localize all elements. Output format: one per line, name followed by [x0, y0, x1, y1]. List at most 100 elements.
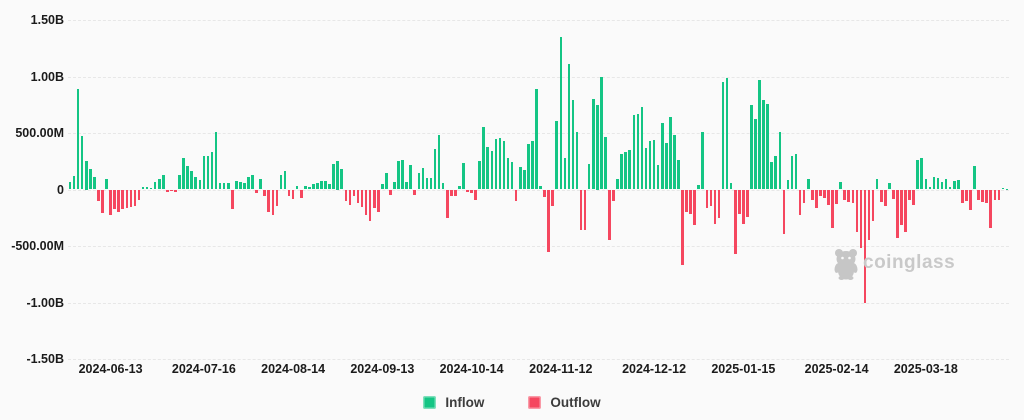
inflow-bar[interactable] [502, 141, 506, 190]
inflow-bar[interactable] [243, 182, 246, 190]
inflow-bar[interactable] [89, 169, 92, 190]
inflow-bar[interactable] [527, 143, 530, 190]
outflow-bar[interactable] [685, 189, 688, 212]
inflow-bar[interactable] [567, 64, 571, 190]
inflow-bar[interactable] [948, 186, 952, 190]
inflow-bar[interactable] [202, 155, 206, 190]
inflow-bar[interactable] [433, 149, 437, 190]
inflow-bar[interactable] [295, 186, 299, 190]
outflow-bar[interactable] [97, 189, 100, 201]
inflow-bar[interactable] [222, 183, 226, 190]
outflow-bar[interactable] [125, 189, 129, 209]
outflow-bar[interactable] [612, 189, 615, 201]
inflow-bar[interactable] [778, 132, 782, 190]
inflow-bar[interactable] [145, 187, 149, 190]
outflow-bar[interactable] [137, 189, 141, 201]
outflow-bar[interactable] [883, 189, 887, 207]
outflow-bar[interactable] [117, 189, 120, 212]
outflow-bar[interactable] [912, 189, 915, 205]
inflow-bar[interactable] [1005, 188, 1009, 190]
inflow-bar[interactable] [640, 106, 644, 190]
inflow-bar[interactable] [920, 157, 924, 190]
inflow-bar[interactable] [766, 104, 769, 190]
inflow-bar[interactable] [591, 99, 595, 190]
inflow-bar[interactable] [324, 181, 327, 190]
inflow-bar[interactable] [806, 179, 810, 190]
outflow-bar[interactable] [681, 189, 684, 265]
inflow-bar[interactable] [669, 116, 672, 190]
inflow-bar[interactable] [210, 152, 214, 190]
outflow-bar[interactable] [352, 189, 356, 197]
inflow-bar[interactable] [790, 155, 794, 190]
inflow-bar[interactable] [531, 140, 534, 190]
outflow-bar[interactable] [299, 189, 303, 198]
outflow-bar[interactable] [843, 189, 847, 200]
inflow-bar[interactable] [409, 164, 413, 190]
inflow-bar[interactable] [916, 159, 920, 190]
outflow-bar[interactable] [360, 189, 364, 208]
inflow-bar[interactable] [600, 77, 603, 190]
outflow-bar[interactable] [470, 189, 473, 193]
inflow-bar[interactable] [750, 104, 753, 190]
outflow-bar[interactable] [705, 189, 709, 209]
outflow-bar[interactable] [454, 189, 457, 196]
inflow-bar[interactable] [673, 134, 676, 190]
outflow-bar[interactable] [101, 189, 104, 214]
inflow-bar[interactable] [952, 181, 956, 190]
inflow-bar[interactable] [336, 161, 340, 190]
outflow-bar[interactable] [717, 189, 721, 218]
inflow-bar[interactable] [80, 136, 84, 190]
inflow-bar[interactable] [839, 182, 842, 190]
outflow-bar[interactable] [693, 189, 696, 226]
inflow-bar[interactable] [206, 156, 210, 190]
inflow-bar[interactable] [539, 185, 542, 190]
inflow-bar[interactable] [875, 178, 879, 190]
inflow-bar[interactable] [721, 82, 725, 190]
outflow-bar[interactable] [823, 189, 826, 198]
inflow-bar[interactable] [437, 135, 441, 190]
outflow-bar[interactable] [742, 189, 745, 225]
inflow-bar[interactable] [235, 181, 238, 190]
inflow-bar[interactable] [697, 184, 700, 190]
outflow-bar[interactable] [121, 189, 125, 210]
inflow-bar[interactable] [194, 177, 198, 190]
inflow-bar[interactable] [494, 138, 498, 190]
outflow-bar[interactable] [904, 189, 907, 232]
outflow-bar[interactable] [466, 189, 469, 193]
inflow-bar[interactable] [786, 180, 790, 190]
inflow-bar[interactable] [214, 131, 218, 190]
inflow-bar[interactable] [182, 158, 185, 190]
inflow-bar[interactable] [510, 161, 514, 190]
inflow-bar[interactable] [153, 181, 157, 190]
inflow-bar[interactable] [563, 157, 567, 190]
outflow-bar[interactable] [802, 189, 806, 204]
outflow-bar[interactable] [275, 189, 279, 207]
outflow-bar[interactable] [819, 189, 822, 197]
inflow-bar[interactable] [93, 177, 96, 190]
inflow-bar[interactable] [478, 161, 481, 190]
inflow-bar[interactable] [72, 175, 76, 190]
outflow-bar[interactable] [389, 189, 392, 195]
inflow-bar[interactable] [758, 80, 761, 190]
inflow-bar[interactable] [936, 178, 940, 190]
inflow-bar[interactable] [283, 171, 287, 190]
outflow-bar[interactable] [579, 189, 583, 230]
outflow-bar[interactable] [113, 189, 116, 209]
outflow-bar[interactable] [782, 189, 786, 235]
inflow-bar[interactable] [518, 167, 522, 190]
outflow-bar[interactable] [746, 189, 749, 217]
inflow-bar[interactable] [725, 77, 729, 190]
outflow-bar[interactable] [170, 189, 173, 192]
inflow-bar[interactable] [417, 172, 421, 190]
outflow-bar[interactable] [376, 189, 380, 213]
inflow-bar[interactable] [973, 165, 976, 190]
outflow-bar[interactable] [174, 189, 177, 193]
outflow-bar[interactable] [267, 189, 271, 212]
inflow-bar[interactable] [1001, 188, 1005, 190]
inflow-bar[interactable] [393, 182, 396, 190]
inflow-bar[interactable] [84, 161, 88, 190]
inflow-bar[interactable] [636, 113, 640, 190]
inflow-bar[interactable] [162, 174, 165, 190]
inflow-bar[interactable] [628, 149, 632, 190]
outflow-bar[interactable] [847, 189, 851, 202]
